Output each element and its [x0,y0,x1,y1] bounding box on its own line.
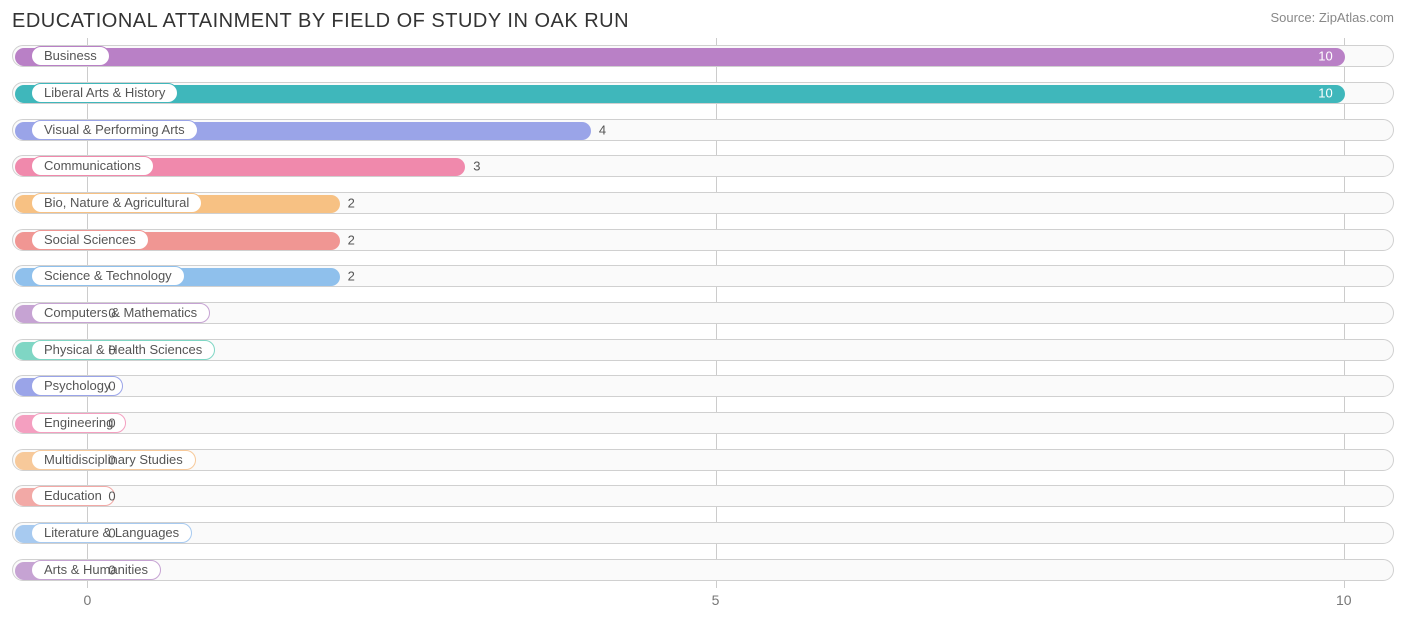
bar-row: Engineering0 [12,405,1394,442]
bar-track: Communications 3 [12,155,1394,177]
value-label: 0 [108,452,115,467]
bar-fill [15,85,1345,103]
value-label: 0 [108,489,115,504]
value-label: 0 [108,305,115,320]
bar-row: Multidisciplinary Studies0 [12,441,1394,478]
bar-row: Education0 [12,478,1394,515]
value-label: 3 [473,159,480,174]
category-pill: Social Sciences [31,230,149,250]
category-pill: Physical & Health Sciences [31,340,215,360]
value-label: 2 [348,269,355,284]
bar-track: Visual & Performing Arts 4 [12,119,1394,141]
bar-track: Engineering0 [12,412,1394,434]
bar-row: Business 10 [12,38,1394,75]
bar-track: Education0 [12,485,1394,507]
bar-row: Physical & Health Sciences0 [12,331,1394,368]
bar-row: Bio, Nature & Agricultural 2 [12,185,1394,222]
x-tick: 0 [83,592,91,608]
chart-title: EDUCATIONAL ATTAINMENT BY FIELD OF STUDY… [12,10,629,33]
bar-row: Computers & Mathematics0 [12,295,1394,332]
bar-track: Literature & Languages0 [12,522,1394,544]
bar-row: Visual & Performing Arts 4 [12,111,1394,148]
bar-row: Science & Technology 2 [12,258,1394,295]
bar-track: Psychology0 [12,375,1394,397]
category-pill: Bio, Nature & Agricultural [31,193,202,213]
x-axis: 0 5 10 [12,588,1394,618]
category-pill: Communications [31,156,154,176]
value-label: 4 [599,122,606,137]
chart-area: Business 10 Liberal Arts & History 10 Visual… [12,38,1394,618]
bar-fill [15,48,1345,66]
bar-row: Social Sciences 2 [12,221,1394,258]
value-label: 0 [108,525,115,540]
bar-track: Multidisciplinary Studies0 [12,449,1394,471]
plot-area: Business 10 Liberal Arts & History 10 Visual… [12,38,1394,588]
value-label: 2 [348,195,355,210]
value-label: 10 [1318,49,1332,64]
bar-track: Computers & Mathematics0 [12,302,1394,324]
category-pill: Science & Technology [31,266,185,286]
chart-source: Source: ZipAtlas.com [1270,10,1394,25]
bar-track: Physical & Health Sciences0 [12,339,1394,361]
category-pill: Computers & Mathematics [31,303,210,323]
bar-track: Arts & Humanities0 [12,559,1394,581]
bar-track: Liberal Arts & History 10 [12,82,1394,104]
bar-track: Social Sciences 2 [12,229,1394,251]
value-label: 2 [348,232,355,247]
value-label: 0 [108,379,115,394]
value-label: 0 [108,415,115,430]
bar-row: Literature & Languages0 [12,515,1394,552]
category-pill: Business [31,46,110,66]
value-label: 10 [1318,85,1332,100]
bar-row: Liberal Arts & History 10 [12,75,1394,112]
bar-track: Business 10 [12,45,1394,67]
bar-row: Arts & Humanities0 [12,551,1394,588]
x-tick: 5 [712,592,720,608]
x-tick: 10 [1336,592,1352,608]
category-pill: Visual & Performing Arts [31,120,198,140]
bar-row: Communications 3 [12,148,1394,185]
category-pill: Liberal Arts & History [31,83,178,103]
bar-row: Psychology0 [12,368,1394,405]
chart-container: EDUCATIONAL ATTAINMENT BY FIELD OF STUDY… [0,0,1406,632]
category-pill: Arts & Humanities [31,560,161,580]
category-pill: Education [31,486,115,506]
value-label: 0 [108,342,115,357]
bar-track: Science & Technology 2 [12,265,1394,287]
value-label: 0 [108,562,115,577]
bar-track: Bio, Nature & Agricultural 2 [12,192,1394,214]
chart-header: EDUCATIONAL ATTAINMENT BY FIELD OF STUDY… [12,10,1394,38]
